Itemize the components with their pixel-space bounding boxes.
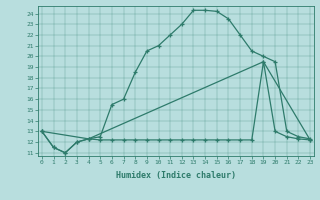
X-axis label: Humidex (Indice chaleur): Humidex (Indice chaleur) [116, 171, 236, 180]
